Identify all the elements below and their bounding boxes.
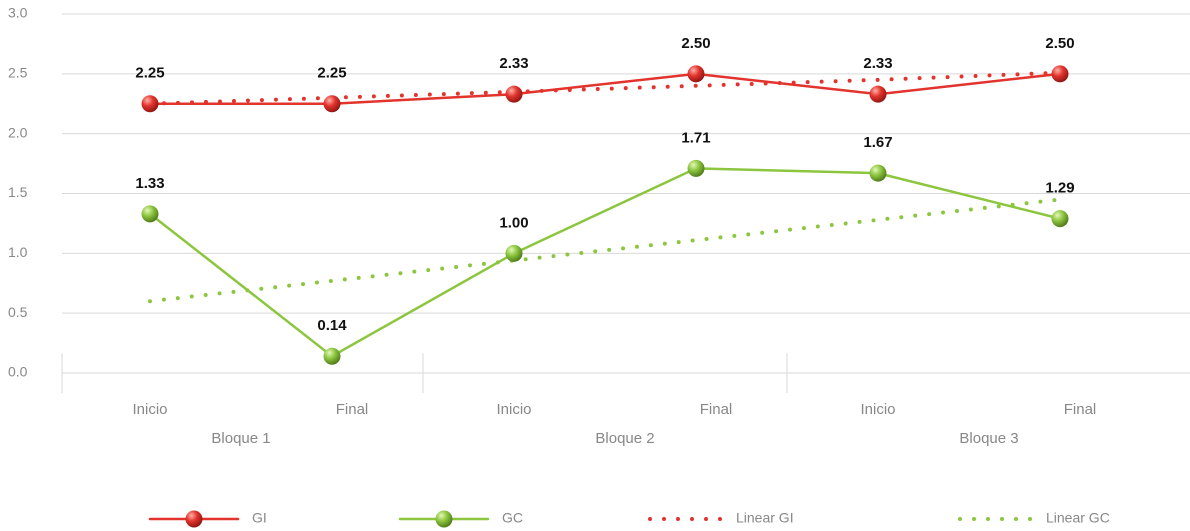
group-label: Bloque 1 bbox=[211, 430, 270, 447]
data-label: 1.29 bbox=[1045, 180, 1074, 197]
x-tick-label: Final bbox=[336, 401, 369, 418]
legend-label: GI bbox=[252, 510, 267, 526]
marker bbox=[505, 85, 523, 103]
y-tick-label: 1.5 bbox=[8, 184, 28, 200]
marker bbox=[141, 205, 159, 223]
marker bbox=[687, 65, 705, 83]
group-label: Bloque 3 bbox=[959, 430, 1018, 447]
group-label: Bloque 2 bbox=[595, 430, 654, 447]
data-label: 1.00 bbox=[499, 214, 528, 231]
marker bbox=[869, 164, 887, 182]
data-label: 2.50 bbox=[1045, 35, 1074, 52]
data-label: 2.25 bbox=[317, 65, 346, 82]
data-label: 2.25 bbox=[135, 65, 164, 82]
marker bbox=[1051, 210, 1069, 228]
data-label: 1.71 bbox=[681, 129, 710, 146]
marker bbox=[505, 244, 523, 262]
y-tick-label: 0.5 bbox=[8, 304, 28, 320]
data-label: 2.33 bbox=[499, 55, 528, 72]
legend-marker bbox=[185, 510, 203, 528]
trend-line bbox=[148, 197, 1062, 304]
marker bbox=[323, 95, 341, 113]
x-tick-label: Inicio bbox=[496, 401, 531, 418]
marker bbox=[1051, 65, 1069, 83]
legend-label: GC bbox=[502, 510, 523, 526]
data-label: 1.67 bbox=[863, 134, 892, 151]
y-tick-label: 1.0 bbox=[8, 244, 28, 260]
data-label: 1.33 bbox=[135, 175, 164, 192]
legend-label: Linear GI bbox=[736, 510, 794, 526]
data-label: 0.14 bbox=[317, 317, 347, 334]
series-line bbox=[148, 72, 1062, 105]
marker bbox=[869, 85, 887, 103]
legend-marker bbox=[435, 510, 453, 528]
series-line bbox=[148, 167, 1062, 358]
y-tick-label: 2.0 bbox=[8, 124, 28, 140]
data-label: 2.33 bbox=[863, 55, 892, 72]
x-tick-label: Inicio bbox=[132, 401, 167, 418]
x-tick-label: Final bbox=[700, 401, 733, 418]
marker bbox=[141, 95, 159, 113]
y-tick-label: 0.0 bbox=[8, 364, 28, 380]
marker bbox=[687, 159, 705, 177]
x-tick-label: Inicio bbox=[860, 401, 895, 418]
data-label: 2.50 bbox=[681, 35, 710, 52]
legend-label: Linear GC bbox=[1046, 510, 1110, 526]
marker bbox=[323, 347, 341, 365]
y-tick-label: 3.0 bbox=[8, 5, 28, 21]
y-tick-label: 2.5 bbox=[8, 65, 28, 81]
x-tick-label: Final bbox=[1064, 401, 1097, 418]
